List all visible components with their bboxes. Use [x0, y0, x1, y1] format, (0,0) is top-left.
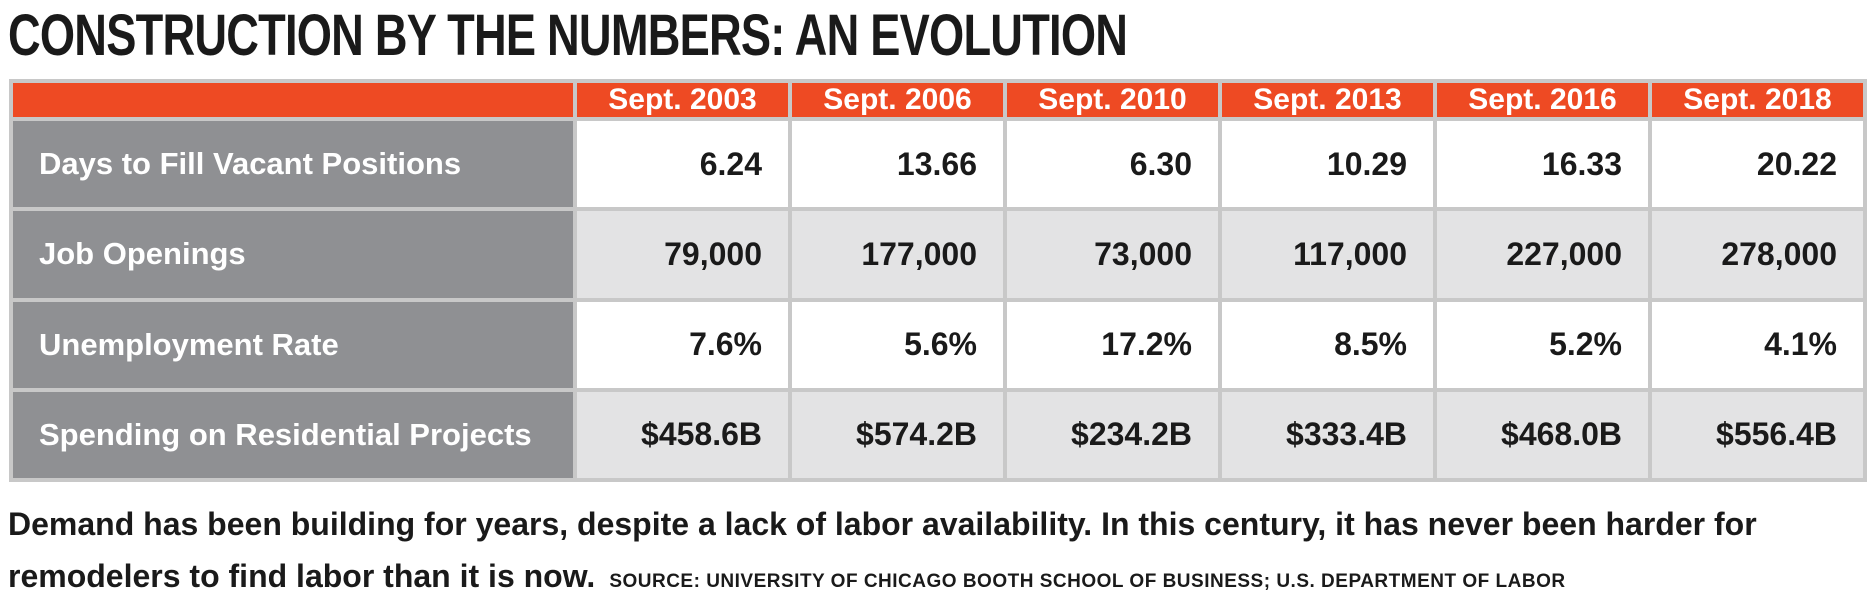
- table-cell: 227,000: [1437, 211, 1648, 298]
- column-header: Sept. 2013: [1222, 83, 1433, 117]
- table-cell: $234.2B: [1007, 391, 1218, 478]
- table-cell: 117,000: [1222, 211, 1433, 298]
- table-cell: $468.0B: [1437, 391, 1648, 478]
- table-cell: 17.2%: [1007, 301, 1218, 388]
- table-cell: 7.6%: [577, 301, 788, 388]
- caption: Demand has been building for years, desp…: [8, 498, 1868, 608]
- table-cell: 10.29: [1222, 121, 1433, 208]
- data-table: Sept. 2003 Sept. 2006 Sept. 2010 Sept. 2…: [9, 79, 1867, 482]
- table-cell: 177,000: [792, 211, 1003, 298]
- data-table-container: Sept. 2003 Sept. 2006 Sept. 2010 Sept. 2…: [9, 79, 1867, 482]
- table-cell: $574.2B: [792, 391, 1003, 478]
- table-cell: 79,000: [577, 211, 788, 298]
- table-row: Spending on Residential Projects $458.6B…: [13, 391, 1863, 478]
- row-label: Spending on Residential Projects: [13, 391, 573, 478]
- table-cell: 6.30: [1007, 121, 1218, 208]
- column-header: Sept. 2006: [792, 83, 1003, 117]
- row-label: Days to Fill Vacant Positions: [13, 121, 573, 208]
- table-header-row: Sept. 2003 Sept. 2006 Sept. 2010 Sept. 2…: [13, 83, 1863, 117]
- table-row: Job Openings 79,000 177,000 73,000 117,0…: [13, 211, 1863, 298]
- column-header: Sept. 2018: [1652, 83, 1863, 117]
- header-corner-cell: [13, 83, 573, 117]
- table-row: Unemployment Rate 7.6% 5.6% 17.2% 8.5% 5…: [13, 301, 1863, 388]
- table-cell: 6.24: [577, 121, 788, 208]
- table-cell: 8.5%: [1222, 301, 1433, 388]
- column-header: Sept. 2003: [577, 83, 788, 117]
- table-cell: $458.6B: [577, 391, 788, 478]
- table-cell: 4.1%: [1652, 301, 1863, 388]
- caption-text: Demand has been building for years, desp…: [8, 506, 1757, 594]
- table-cell: $333.4B: [1222, 391, 1433, 478]
- row-label: Job Openings: [13, 211, 573, 298]
- column-header: Sept. 2016: [1437, 83, 1648, 117]
- table-cell: $556.4B: [1652, 391, 1863, 478]
- table-cell: 73,000: [1007, 211, 1218, 298]
- table-cell: 5.2%: [1437, 301, 1648, 388]
- page-title: CONSTRUCTION BY THE NUMBERS: AN EVOLUTIO…: [8, 3, 1128, 68]
- row-label: Unemployment Rate: [13, 301, 573, 388]
- source-note: SOURCE: UNIVERSITY OF CHICAGO BOOTH SCHO…: [609, 571, 1566, 592]
- table-cell: 16.33: [1437, 121, 1648, 208]
- table-cell: 5.6%: [792, 301, 1003, 388]
- column-header: Sept. 2010: [1007, 83, 1218, 117]
- table-cell: 13.66: [792, 121, 1003, 208]
- table-cell: 278,000: [1652, 211, 1863, 298]
- table-row: Days to Fill Vacant Positions 6.24 13.66…: [13, 121, 1863, 208]
- table-cell: 20.22: [1652, 121, 1863, 208]
